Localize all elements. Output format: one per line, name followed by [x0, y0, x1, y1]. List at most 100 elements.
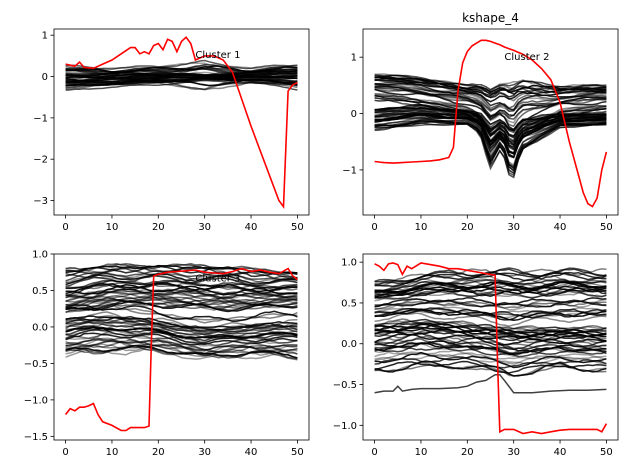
member-series-line: [65, 282, 298, 295]
member-series-line: [374, 271, 607, 285]
member-series-line: [65, 332, 298, 346]
member-series-line: [374, 268, 607, 287]
x-tick-label: 10: [415, 222, 428, 233]
subplot-4: 0 10 20 30 40 50 −1.0 −0.5 0.0 0.5 1.0: [333, 253, 619, 458]
y-tick-label: −2: [33, 155, 48, 166]
y-tick-label: −1: [342, 165, 357, 176]
y-tick-label: 0.5: [341, 298, 357, 309]
member-series-line: [65, 311, 298, 332]
member-series-line: [65, 66, 298, 74]
y-tick-label: 0.5: [32, 286, 48, 297]
member-series-line: [374, 360, 607, 374]
member-series-line: [65, 318, 298, 333]
member-series-line: [65, 299, 298, 311]
x-tick-label: 40: [245, 222, 258, 233]
x-tick-label: 20: [152, 222, 165, 233]
member-series-line: [65, 76, 298, 84]
member-series-line: [65, 77, 298, 86]
member-series-line: [65, 79, 298, 91]
member-series-line: [374, 119, 607, 168]
x-tick-label: 50: [600, 222, 613, 233]
member-series-line: [65, 329, 298, 344]
y-tick-label: −0.5: [333, 380, 357, 391]
member-series-line: [374, 360, 607, 377]
axes-frame: [362, 28, 619, 216]
member-series-line: [65, 68, 298, 79]
member-series-line: [374, 279, 607, 295]
x-tick-label: 0: [62, 222, 68, 233]
subplot-1: 0 10 20 30 40 50 −3 −2 −1 0 1 Cluster 1: [33, 28, 310, 233]
member-series-line: [65, 304, 298, 323]
member-series-line: [65, 290, 298, 303]
member-series-line: [374, 290, 607, 300]
y-tick-label: −3: [33, 196, 48, 207]
y-tick-label: −1.0: [333, 421, 357, 432]
member-series-line: [374, 88, 607, 124]
member-series-line: [374, 328, 607, 342]
member-series-line: [374, 338, 607, 354]
member-series-line: [374, 85, 607, 119]
member-series-line: [374, 299, 607, 308]
y-tick-label: 0: [42, 72, 48, 83]
member-series-line: [374, 122, 607, 179]
y-tick-label: −1.5: [24, 432, 48, 443]
member-series-line: [65, 272, 298, 286]
centroid-line: [64, 267, 298, 432]
x-tick-label: 0: [371, 222, 377, 233]
member-series-line: [374, 87, 607, 120]
subplot-2: 0 10 20 30 40 50 −1 0 1 Cluster 2 kshape_4: [342, 11, 619, 233]
member-series-line: [65, 321, 298, 336]
member-series-line: [374, 112, 607, 146]
member-series-line: [65, 65, 298, 73]
cluster-annotation: Cluster 1: [195, 50, 240, 61]
x-tick-label: 10: [106, 447, 119, 458]
x-tick-label: 10: [415, 447, 428, 458]
x-tick-label: 50: [291, 222, 304, 233]
member-series-line: [65, 304, 298, 324]
member-series-line: [65, 343, 298, 358]
member-series-line: [374, 323, 607, 339]
member-series-line: [374, 280, 607, 294]
cluster-annotation: Cluster 2: [504, 52, 549, 63]
y-tick-label: −1: [33, 113, 48, 124]
plot-area: [374, 262, 608, 435]
member-series-line: [374, 109, 607, 144]
member-series-line: [374, 279, 607, 292]
member-series-line: [374, 78, 607, 102]
member-series-line: [374, 84, 607, 113]
member-series-line: [374, 373, 607, 394]
member-series-line: [374, 323, 607, 339]
y-tick-label: −0.5: [24, 359, 48, 370]
x-tick-label: 50: [291, 447, 304, 458]
member-series-line: [65, 273, 298, 284]
member-series-line: [374, 281, 607, 294]
x-tick-label: 20: [461, 447, 474, 458]
member-series-line: [65, 288, 298, 299]
member-series-line: [65, 267, 298, 281]
member-series-line: [374, 116, 607, 158]
member-series-line: [374, 361, 607, 377]
member-series-line: [65, 295, 298, 307]
member-series-line: [374, 278, 607, 294]
member-series-line: [65, 344, 298, 359]
x-tick-label: 20: [461, 222, 474, 233]
member-series-line: [65, 272, 298, 284]
x-tick-label: 10: [106, 222, 119, 233]
x-tick-label: 40: [554, 447, 567, 458]
centroid-line: [374, 262, 608, 435]
x-tick-label: 30: [507, 447, 520, 458]
x-tick-label: 40: [554, 222, 567, 233]
plot-area: [374, 39, 608, 208]
member-series-line: [374, 289, 607, 302]
member-series-line: [374, 349, 607, 361]
x-tick-label: 40: [245, 447, 258, 458]
member-series-line: [374, 351, 607, 369]
member-series-line: [374, 351, 607, 365]
y-tick-label: 0: [351, 109, 357, 120]
y-tick-label: 0.0: [341, 339, 357, 350]
member-series-line: [65, 59, 298, 70]
member-series-line: [374, 113, 607, 156]
member-series-line: [65, 337, 298, 354]
member-series-line: [65, 63, 298, 73]
